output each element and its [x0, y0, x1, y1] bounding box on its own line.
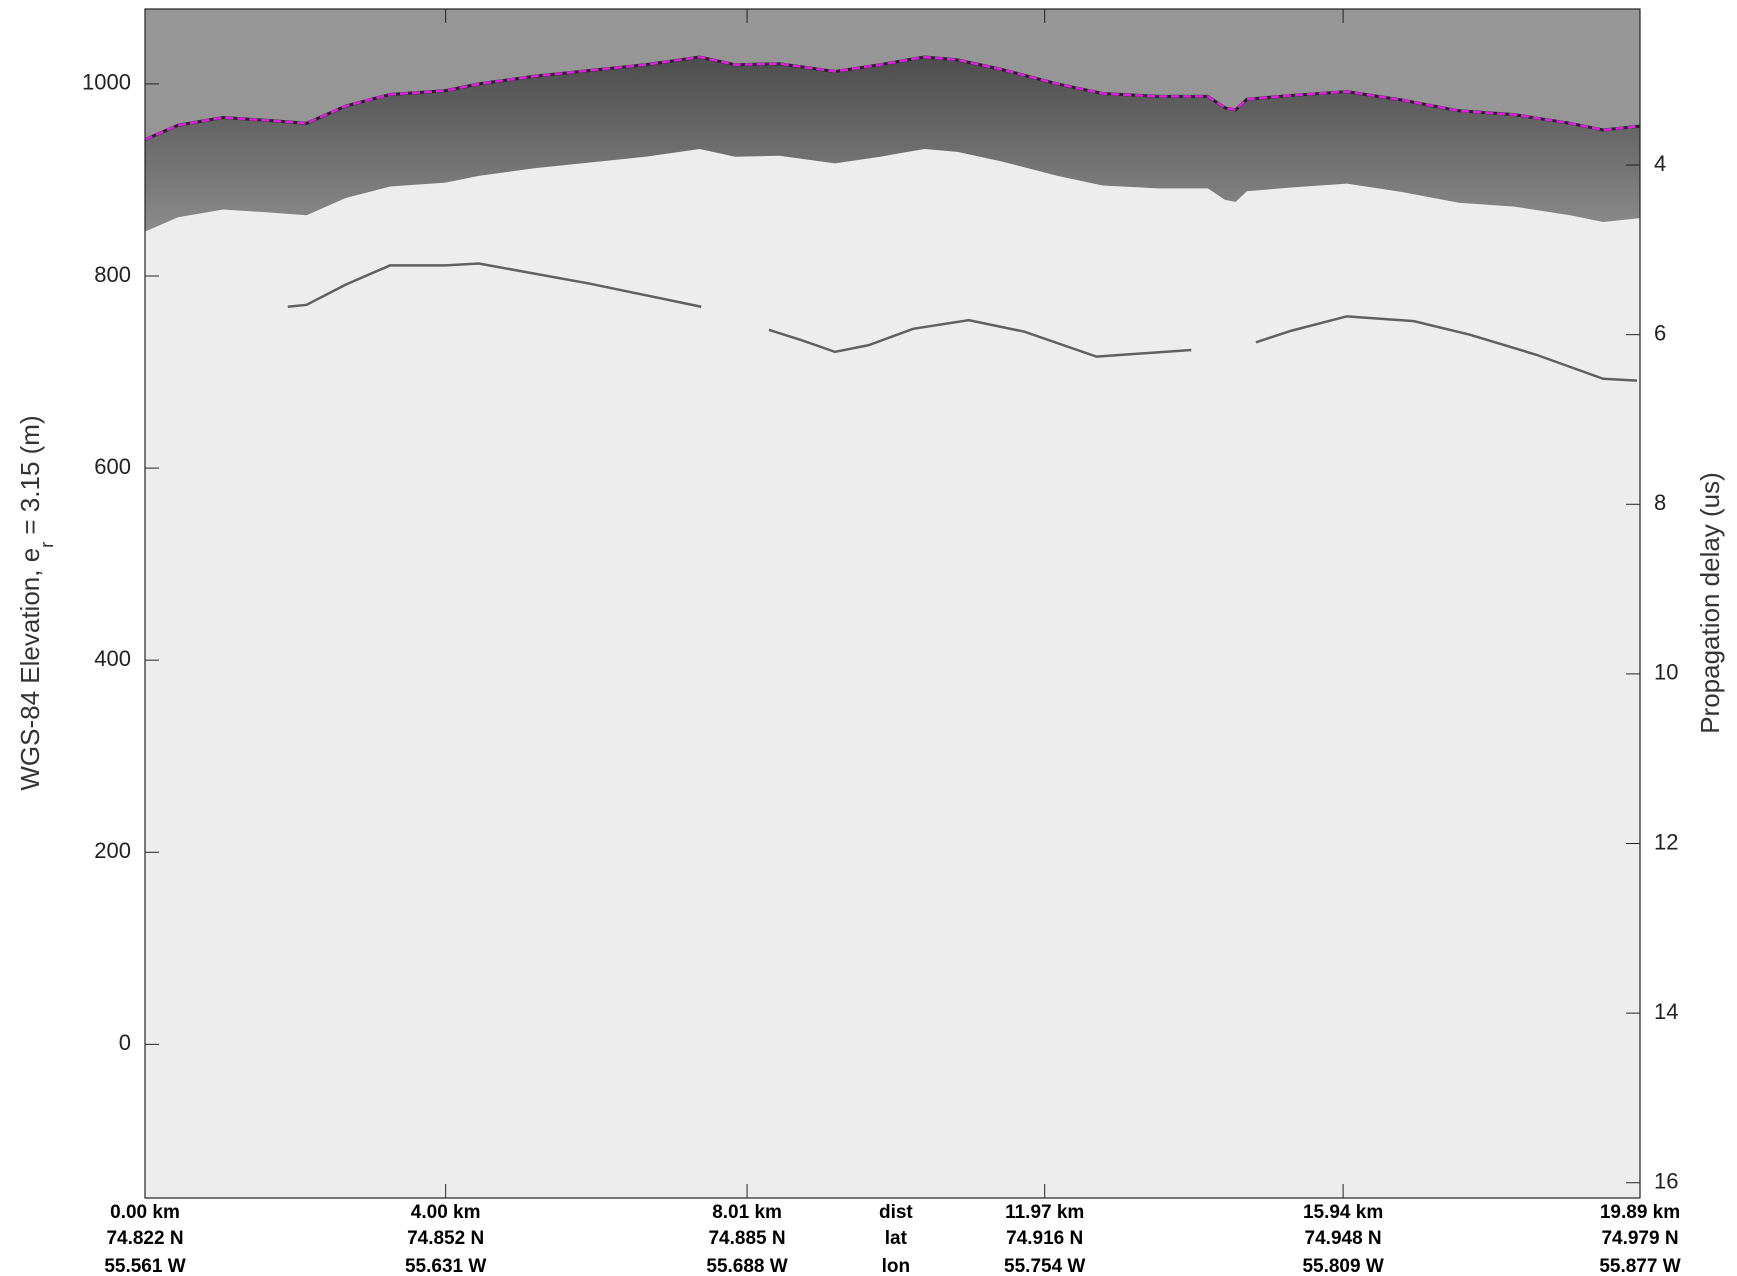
- y-tick-label: 200: [94, 838, 131, 863]
- lat-label: 74.885 N: [708, 1228, 785, 1249]
- lat-label: 74.822 N: [106, 1228, 183, 1249]
- lon-label: 55.561 W: [104, 1256, 185, 1276]
- lat-label: 74.916 N: [1006, 1228, 1083, 1249]
- y2-tick-label: 4: [1654, 151, 1666, 176]
- x-tick-label: 4.00 km: [411, 1202, 481, 1223]
- y-label-main: WGS-84 Elevation, e: [15, 548, 45, 791]
- lon-label: 55.809 W: [1302, 1256, 1383, 1276]
- air-region: [145, 9, 1640, 140]
- x-tick-label: 11.97 km: [1005, 1202, 1084, 1223]
- x-tick-label: 0.00 km: [110, 1202, 180, 1223]
- plot-frame: [144, 8, 1641, 1199]
- x-tick-label: 8.01 km: [712, 1202, 782, 1223]
- row-label: lon: [882, 1256, 911, 1276]
- lon-label: 55.754 W: [1004, 1256, 1085, 1276]
- lat-label: 74.852 N: [407, 1228, 484, 1249]
- y2-tick-label: 10: [1654, 660, 1678, 685]
- lat-label: 74.979 N: [1601, 1228, 1678, 1249]
- y-tick-label: 1000: [82, 70, 131, 95]
- y-tick-label: 800: [94, 262, 131, 287]
- y2-tick-label: 8: [1654, 490, 1666, 515]
- row-label: dist: [879, 1202, 913, 1223]
- y-tick-label: 0: [119, 1030, 131, 1055]
- firn-band: [145, 57, 1640, 232]
- y2-tick-label: 12: [1654, 829, 1678, 854]
- row-label: lat: [885, 1228, 908, 1249]
- y-tick-label: 600: [94, 454, 131, 479]
- lat-label: 74.948 N: [1305, 1228, 1382, 1249]
- lon-label: 55.631 W: [405, 1256, 486, 1276]
- y2-tick-label: 14: [1654, 999, 1678, 1024]
- y-label-sub: r: [37, 542, 57, 548]
- y-axis-label: WGS-84 Elevation, er = 3.15 (m): [15, 415, 57, 790]
- y2-tick-label: 6: [1654, 320, 1666, 345]
- y2-tick-label: 16: [1654, 1169, 1678, 1194]
- y-label-rest: = 3.15 (m): [15, 415, 45, 541]
- lon-label: 55.688 W: [706, 1256, 787, 1276]
- layer-line: [287, 262, 1638, 382]
- x-tick-label: 19.89 km: [1600, 1202, 1680, 1223]
- plot-background: [145, 9, 1640, 1198]
- y-tick-label: 400: [94, 646, 131, 671]
- y2-axis-label: Propagation delay (us): [1695, 472, 1725, 734]
- lon-label: 55.877 W: [1599, 1256, 1680, 1276]
- layer-line: [144, 55, 1641, 141]
- x-tick-label: 15.94 km: [1303, 1202, 1383, 1223]
